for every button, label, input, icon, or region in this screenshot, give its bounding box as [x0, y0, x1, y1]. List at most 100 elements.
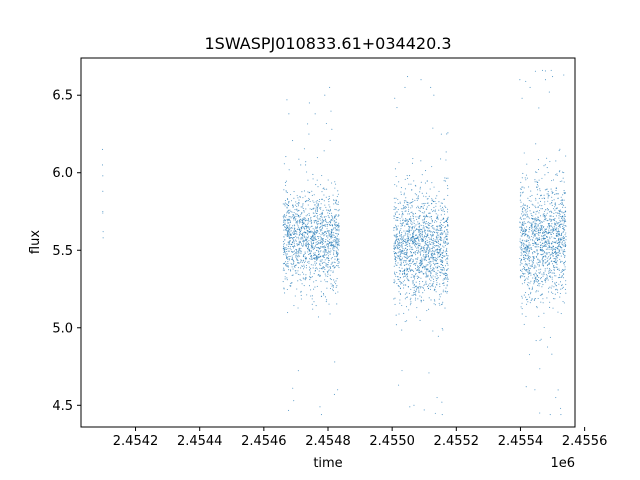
data-point-cluster-2 [436, 278, 438, 280]
data-point-cluster-2 [441, 256, 443, 258]
data-point-cluster-2 [427, 286, 429, 288]
data-point-cluster-2 [435, 228, 437, 230]
data-point-cluster-1 [321, 213, 323, 215]
data-point-cluster-2 [403, 256, 405, 258]
data-point-cluster-1 [303, 190, 306, 192]
data-point-cluster-1 [315, 184, 317, 186]
data-point-cluster-3 [537, 261, 540, 264]
data-point-cluster-3 [524, 240, 526, 242]
data-point-cluster-1 [288, 238, 290, 240]
data-point-cluster-2 [440, 219, 442, 221]
data-point-cluster-1 [311, 303, 313, 305]
data-point-cluster-1 [289, 229, 291, 231]
data-point-cluster-3 [531, 203, 533, 205]
data-point-cluster-1 [301, 244, 303, 246]
data-point-cluster-3 [563, 217, 565, 219]
data-point-cluster-2 [427, 244, 429, 246]
data-point-cluster-3 [540, 221, 542, 223]
data-point-cluster-1 [336, 253, 338, 255]
data-point-cluster-1 [297, 254, 299, 256]
data-point-cluster-2 [439, 296, 441, 298]
data-point-cluster-2 [433, 228, 435, 230]
data-point-cluster-1 [323, 245, 325, 247]
data-point-cluster-3 [555, 215, 557, 217]
data-point-cluster-2 [442, 251, 444, 253]
data-point-cluster-2 [400, 264, 403, 266]
data-point-cluster-1 [326, 299, 328, 301]
data-point-cluster-3 [558, 203, 560, 206]
data-point-cluster-2 [411, 204, 413, 206]
data-point-cluster-1 [302, 232, 304, 234]
data-point-cluster-2 [427, 268, 429, 270]
data-point-cluster-2 [431, 198, 433, 200]
data-point-cluster-3 [532, 259, 534, 261]
data-point-cluster-2 [401, 224, 403, 226]
data-point-cluster-3 [561, 270, 563, 273]
data-point-cluster-1 [282, 281, 284, 283]
data-point-cluster-2 [404, 253, 406, 255]
data-point-cluster-2 [440, 133, 442, 135]
data-point-cluster-3 [546, 232, 548, 234]
data-point-cluster-1 [284, 216, 286, 218]
data-point-cluster-3 [552, 249, 554, 251]
data-point-cluster-3 [555, 228, 557, 230]
data-point-cluster-1 [286, 218, 288, 220]
data-point-cluster-3 [525, 315, 527, 317]
data-point-cluster-2 [410, 297, 412, 299]
data-point-cluster-3 [551, 270, 553, 272]
data-point-cluster-3 [559, 215, 561, 218]
data-point-cluster-1 [329, 288, 332, 290]
data-point-cluster-1 [289, 224, 291, 226]
data-point-cluster-2 [394, 212, 396, 214]
data-point-cluster-2 [424, 223, 427, 225]
data-point-cluster-2 [397, 255, 399, 257]
data-point-cluster-3 [522, 275, 524, 277]
data-point-cluster-2 [419, 210, 421, 212]
data-point-cluster-2 [419, 216, 421, 218]
data-point-cluster-2 [419, 243, 421, 245]
data-point-cluster-1 [324, 246, 326, 248]
data-point-cluster-1 [300, 229, 302, 231]
data-point-cluster-3 [535, 225, 537, 227]
data-point-cluster-2 [417, 286, 420, 288]
data-point-cluster-2 [410, 251, 413, 253]
data-point-cluster-1 [287, 235, 290, 237]
data-point-cluster-2 [435, 249, 437, 251]
data-point-cluster-3 [562, 252, 564, 254]
data-point-cluster-1 [320, 264, 322, 266]
data-point-cluster-3 [545, 252, 547, 254]
data-point-cluster-3 [557, 239, 559, 241]
data-point-cluster-2 [406, 255, 408, 257]
data-point-cluster-3 [555, 193, 557, 195]
data-point-cluster-1 [335, 199, 337, 201]
data-point-cluster-3 [553, 212, 555, 214]
data-point-cluster-2 [420, 271, 422, 273]
data-point-cluster-2 [440, 259, 442, 261]
data-point-cluster-3 [552, 252, 554, 254]
data-point-cluster-2 [422, 215, 425, 217]
data-point-cluster-3 [561, 211, 563, 213]
data-point-cluster-1 [288, 232, 290, 234]
data-point-cluster-2 [416, 269, 418, 271]
data-point-cluster-3 [525, 209, 527, 211]
data-point-cluster-1 [300, 214, 302, 216]
data-point-cluster-3 [554, 257, 556, 259]
data-point [413, 404, 415, 406]
data-point-cluster-2 [419, 285, 421, 287]
data-point-cluster-1 [338, 258, 340, 260]
data-point-cluster-1 [283, 287, 285, 289]
data-point-cluster-2 [436, 225, 438, 227]
data-point-cluster-2 [401, 211, 403, 213]
data-point-cluster-1 [337, 253, 339, 255]
data-point-cluster-1 [290, 200, 293, 202]
data-point-cluster-2 [425, 259, 427, 262]
data-point-cluster-2 [447, 255, 449, 257]
data-point-cluster-1 [321, 241, 323, 243]
data-point-cluster-2 [406, 245, 408, 248]
data-point-cluster-1 [320, 414, 323, 416]
data-point-cluster-3 [531, 288, 534, 290]
data-point-cluster-2 [432, 275, 434, 277]
data-point-cluster-1 [303, 278, 305, 280]
data-point-cluster-2 [419, 186, 421, 188]
data-point-cluster-3 [560, 233, 563, 235]
